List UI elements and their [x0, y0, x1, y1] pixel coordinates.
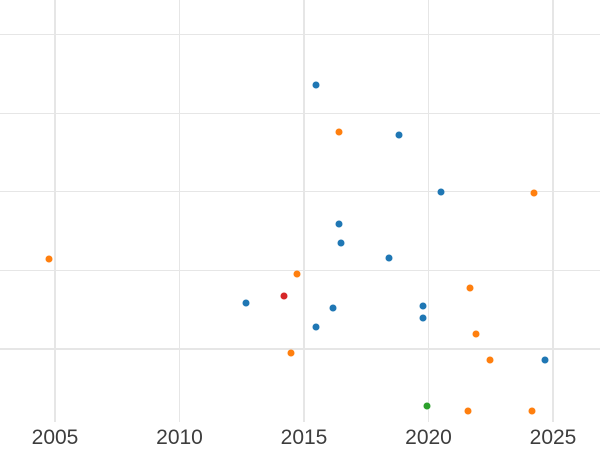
data-point-orange: [287, 349, 295, 357]
x-tick-label: 2015: [280, 426, 328, 449]
vertical-gridline: [54, 0, 56, 422]
data-point-blue: [329, 304, 337, 312]
data-point-green: [423, 402, 430, 410]
data-point-blue: [419, 302, 427, 310]
data-point-orange: [528, 407, 536, 415]
data-point-blue: [419, 314, 427, 322]
data-point-blue: [385, 254, 393, 262]
data-point-blue: [312, 81, 320, 89]
data-point-orange: [530, 189, 538, 196]
x-tick-label: 2025: [529, 426, 577, 449]
data-point-orange: [472, 330, 480, 338]
data-point-blue: [312, 323, 320, 331]
data-point-blue: [437, 188, 445, 196]
vertical-gridline: [552, 0, 554, 422]
x-tick-label: 2010: [156, 426, 203, 449]
data-point-orange: [464, 407, 472, 415]
horizontal-gridline: [0, 33, 600, 36]
vertical-gridline: [303, 0, 305, 422]
data-point-blue: [541, 356, 549, 364]
horizontal-gridline: [0, 269, 600, 272]
data-point-blue: [242, 299, 250, 307]
data-point-orange: [466, 284, 474, 292]
data-point-blue: [395, 131, 403, 139]
data-point-orange: [293, 270, 301, 278]
x-tick-label: 2005: [31, 426, 79, 449]
data-point-blue: [337, 239, 345, 247]
vertical-gridline: [178, 0, 181, 422]
horizontal-gridline: [0, 348, 600, 350]
vertical-gridline: [427, 0, 430, 422]
data-point-blue: [335, 220, 343, 228]
data-point-red: [280, 292, 288, 300]
horizontal-gridline: [0, 112, 600, 114]
data-point-orange: [45, 255, 53, 263]
data-point-orange: [335, 128, 343, 136]
x-tick-label: 2020: [405, 426, 452, 449]
horizontal-gridline: [0, 191, 600, 193]
data-point-orange: [486, 356, 494, 364]
